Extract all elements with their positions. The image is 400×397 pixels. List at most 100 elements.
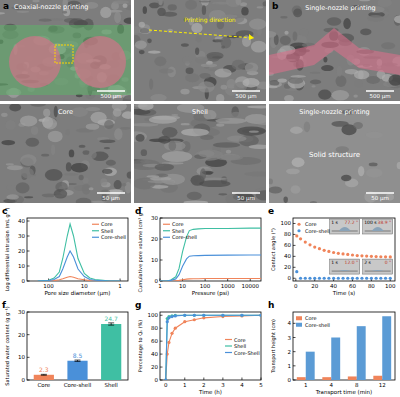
bar (357, 326, 366, 380)
point (313, 245, 316, 248)
x-tick-label: 80 (368, 283, 375, 289)
texture (327, 17, 341, 25)
texture (159, 69, 174, 74)
point (360, 254, 363, 257)
texture (292, 158, 305, 168)
plot-area (160, 228, 261, 281)
bar (331, 338, 340, 381)
x-tick-label: Shell (104, 382, 118, 388)
plot-frame (27, 218, 128, 281)
error-bar (41, 374, 47, 376)
texture (43, 109, 50, 117)
legend-swatch (163, 237, 170, 238)
point (356, 277, 359, 280)
point (332, 277, 335, 280)
image-bg (0, 0, 131, 101)
x-tick-label: 4 (240, 382, 244, 388)
inset-time: 100 s (364, 220, 377, 225)
texture (31, 126, 38, 135)
figure: aCoaxial-nozzle printing500 μmPrinting d… (0, 0, 400, 397)
texture (127, 171, 131, 178)
legend-label: Core-shell (101, 234, 126, 240)
texture (216, 94, 224, 101)
texture (51, 144, 55, 155)
y-tick (27, 266, 30, 267)
texture (331, 90, 349, 101)
texture (277, 79, 286, 83)
texture (106, 160, 116, 166)
texture (216, 155, 243, 160)
point (164, 378, 167, 380)
texture (323, 57, 327, 63)
legend-swatch (163, 224, 170, 225)
chart: e020406080100020406080100Time (s)Contact… (268, 206, 396, 296)
texture (149, 116, 177, 124)
texture (236, 0, 242, 5)
plot-frame (293, 312, 395, 380)
x-tick-label: 100 (385, 283, 396, 289)
scale-bar-label: 500 μm (235, 93, 256, 100)
texture (200, 135, 213, 140)
point (183, 314, 186, 317)
texture (149, 79, 153, 90)
point (346, 253, 349, 256)
point (221, 314, 224, 317)
x-tick-label: 12 (379, 382, 386, 388)
texture (83, 150, 90, 155)
texture (367, 15, 384, 22)
plot-area (164, 314, 261, 380)
series-line (160, 228, 261, 281)
point (346, 277, 349, 280)
texture (221, 37, 231, 49)
inset-time: 2 s (364, 260, 371, 265)
texture (183, 56, 193, 64)
texture (359, 0, 370, 1)
y-tick (293, 351, 296, 352)
texture (43, 118, 57, 130)
texture (381, 42, 395, 49)
inset-photo (363, 219, 393, 234)
point (259, 314, 261, 317)
texture (163, 12, 178, 17)
point (365, 254, 368, 257)
series-line (38, 224, 120, 281)
y-tick-label: 10 (18, 263, 25, 269)
x-tick-label: 5 (259, 382, 263, 388)
texture (199, 0, 211, 2)
y-tick-label: 30 (151, 215, 158, 221)
inset-surface (365, 271, 391, 272)
y-tick-label: 10 (18, 354, 25, 360)
x-tick (184, 378, 185, 381)
texture (143, 6, 147, 14)
point (360, 277, 363, 280)
point (341, 252, 344, 255)
texture (216, 123, 224, 126)
bar (322, 377, 331, 380)
texture (310, 72, 321, 74)
texture (186, 68, 194, 74)
y-tick-label: 1 (288, 363, 292, 369)
point (193, 318, 196, 321)
plot-frame (27, 312, 128, 380)
y-tick-label: 0 (22, 278, 26, 284)
inset-surface (332, 271, 358, 272)
legend-swatch (225, 345, 232, 346)
texture (377, 0, 391, 7)
bar (67, 361, 87, 380)
texture (100, 178, 107, 186)
sem-image (269, 0, 400, 101)
texture (7, 165, 23, 170)
texture (39, 19, 52, 22)
texture (256, 190, 266, 200)
x-tick-label: Core (37, 382, 50, 388)
texture (21, 168, 34, 179)
x-tick (241, 378, 242, 381)
point (174, 327, 177, 330)
image-title: Core (58, 108, 73, 116)
inset-angle: 77.2 ° (345, 220, 359, 225)
texture (255, 120, 266, 125)
panel-label: b (272, 1, 279, 11)
y-tick-label: 30 (18, 309, 25, 315)
texture (202, 5, 206, 15)
texture (231, 112, 241, 118)
